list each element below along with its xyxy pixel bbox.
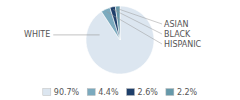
leader-line (118, 9, 162, 24)
legend-swatch (127, 89, 135, 96)
legend-label: 2.2% (177, 88, 198, 97)
pie-slice (86, 6, 154, 74)
slice-label: ASIAN (164, 20, 188, 29)
pie (86, 6, 154, 74)
leader-line (113, 9, 162, 34)
leader-line (53, 34, 99, 35)
chart: WHITE ASIANBLACKHISPANIC 90.7% 4.4% 2.6% 2.2% (0, 0, 240, 100)
slice-label: BLACK (164, 30, 191, 39)
legend-label: 4.4% (98, 88, 119, 97)
legend-label: 90.7% (54, 88, 80, 97)
slice-label: WHITE (24, 30, 50, 39)
legend: 90.7% 4.4% 2.6% 2.2% (43, 88, 198, 97)
legend-label: 2.6% (138, 88, 159, 97)
legend-swatch (166, 89, 174, 96)
leader-line (107, 12, 162, 44)
slice-labels: WHITE ASIANBLACKHISPANIC (24, 9, 202, 49)
legend-swatch (43, 89, 51, 96)
pie-slice (110, 6, 120, 40)
slice-label: HISPANIC (164, 40, 202, 49)
legend-swatch (87, 89, 95, 96)
